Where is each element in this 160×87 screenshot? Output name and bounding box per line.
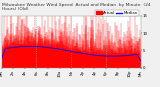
Text: Milwaukee Weather Wind Speed  Actual and Median  by Minute  (24 Hours) (Old): Milwaukee Weather Wind Speed Actual and … xyxy=(2,3,150,11)
Legend: Actual, Median: Actual, Median xyxy=(95,10,139,16)
